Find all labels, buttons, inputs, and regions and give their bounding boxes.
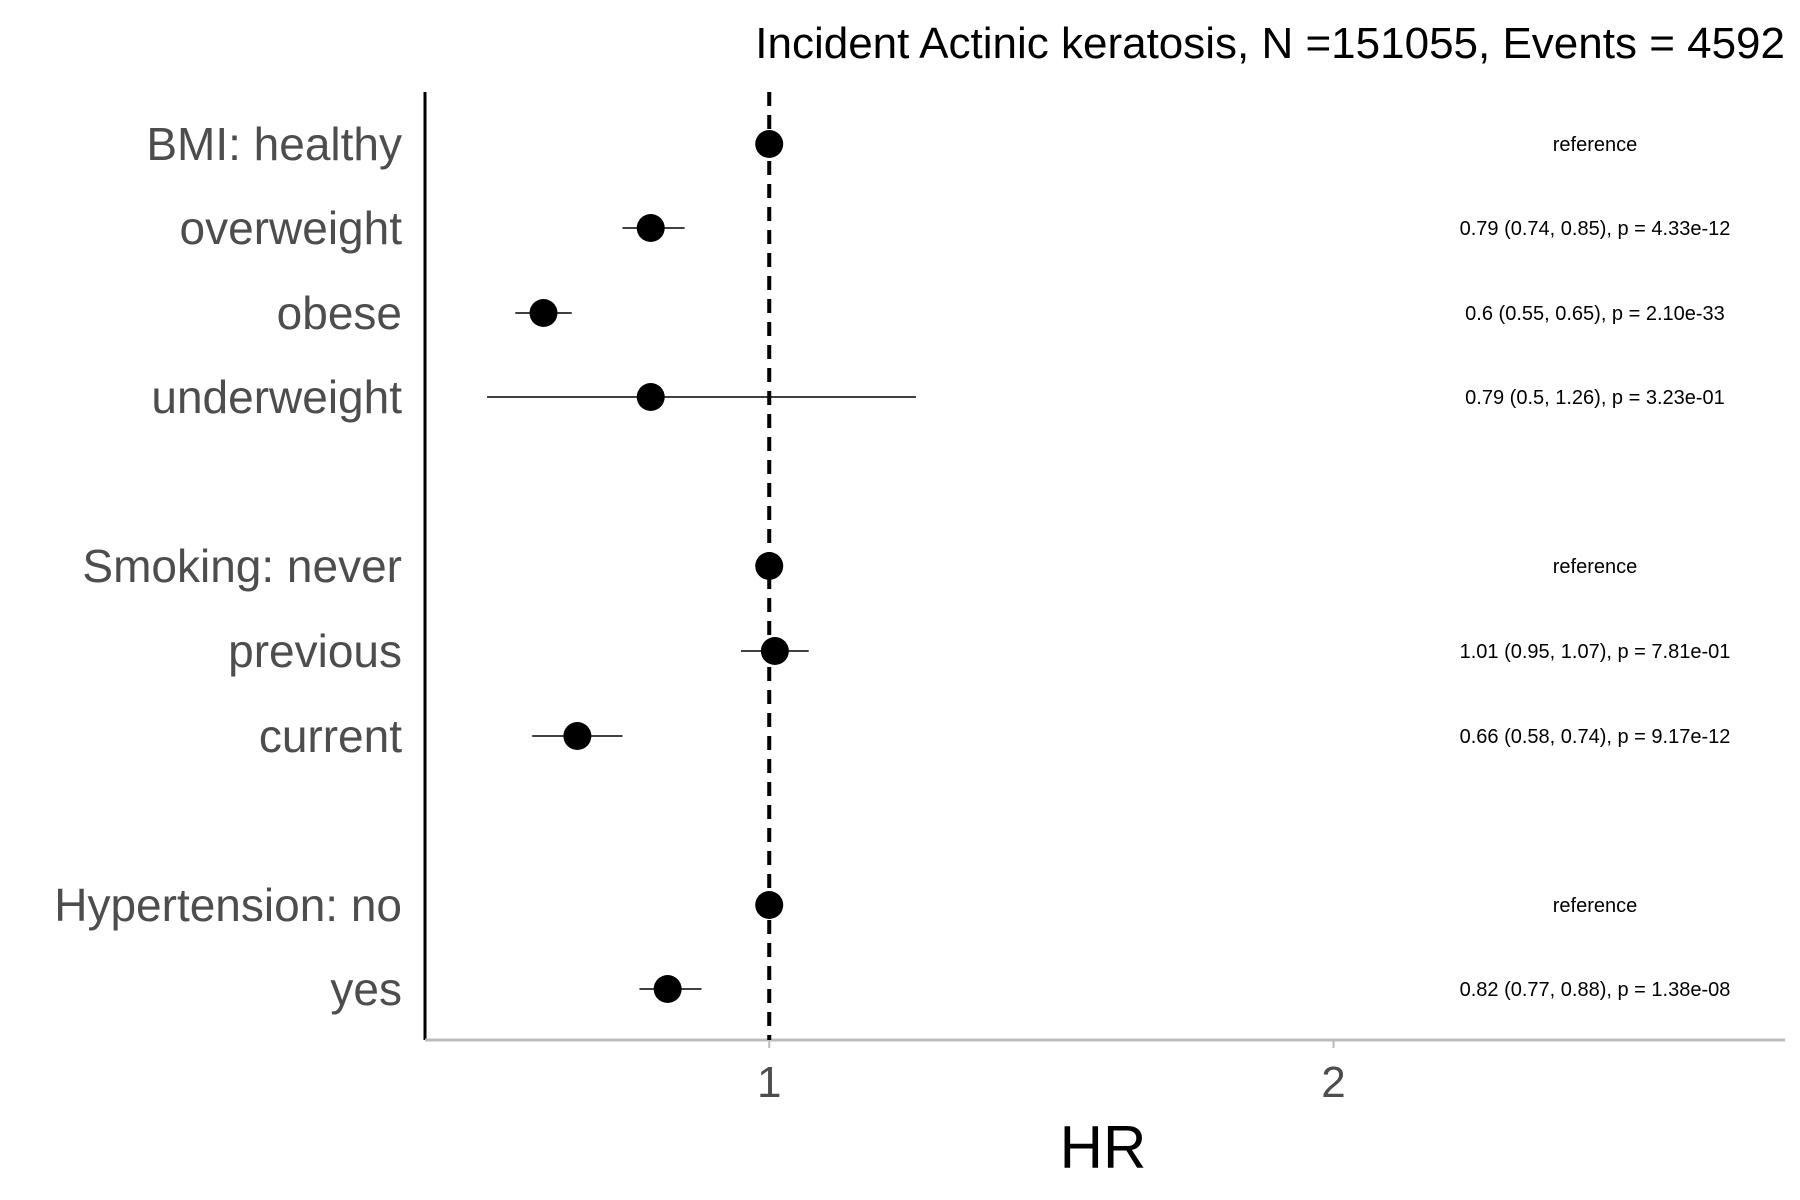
row-label: overweight (180, 202, 403, 254)
row-annotation: reference (1553, 134, 1638, 156)
x-tick-label: 2 (1321, 1058, 1345, 1107)
forest-row: obese 0.6 (0.55, 0.65), p = 2.10e-33 (277, 287, 1725, 339)
chart-title: Incident Actinic keratosis, N =151055, E… (755, 19, 1785, 68)
forest-row: previous 1.01 (0.95, 1.07), p = 7.81e-01 (228, 625, 1730, 677)
row-label: Hypertension: no (54, 879, 402, 931)
hr-point (529, 299, 558, 327)
hr-point (636, 214, 665, 242)
hr-point (636, 383, 665, 411)
forest-row: BMI: healthy reference (146, 118, 1637, 170)
row-annotation: 0.66 (0.58, 0.74), p = 9.17e-12 (1460, 726, 1731, 748)
row-annotation: 0.6 (0.55, 0.65), p = 2.10e-33 (1465, 303, 1725, 325)
row-label: yes (330, 963, 402, 1015)
hr-point (653, 975, 682, 1003)
rows-layer: BMI: healthy reference overweight 0.79 (0.7… (54, 118, 1730, 1015)
row-annotation: 0.82 (0.77, 0.88), p = 1.38e-08 (1460, 979, 1731, 1001)
hr-point (760, 637, 789, 665)
row-label: obese (277, 287, 402, 339)
forest-row: underweight 0.79 (0.5, 1.26), p = 3.23e-0… (151, 371, 1724, 423)
hr-point (755, 891, 784, 919)
row-label: Smoking: never (82, 540, 402, 592)
row-label: underweight (151, 371, 402, 423)
row-label: previous (228, 625, 402, 677)
row-annotation: 1.01 (0.95, 1.07), p = 7.81e-01 (1460, 641, 1731, 663)
x-tick-label: 1 (757, 1058, 781, 1107)
row-annotation: 0.79 (0.5, 1.26), p = 3.23e-01 (1465, 387, 1725, 409)
row-annotation: 0.79 (0.74, 0.85), p = 4.33e-12 (1460, 218, 1731, 240)
row-annotation: reference (1553, 895, 1638, 917)
hr-point (755, 130, 784, 158)
hr-point (755, 552, 784, 580)
row-label: BMI: healthy (146, 118, 402, 170)
hr-point (563, 722, 592, 750)
forest-row: yes 0.82 (0.77, 0.88), p = 1.38e-08 (330, 963, 1730, 1015)
row-annotation: reference (1553, 556, 1638, 578)
x-axis-label: HR (1060, 1114, 1147, 1181)
forest-row: Hypertension: no reference (54, 879, 1637, 931)
forest-row: current 0.66 (0.58, 0.74), p = 9.17e-12 (259, 710, 1731, 762)
row-label: current (259, 710, 402, 762)
forest-row: overweight 0.79 (0.74, 0.85), p = 4.33e-1… (180, 202, 1731, 254)
forest-row: Smoking: never reference (82, 540, 1637, 592)
